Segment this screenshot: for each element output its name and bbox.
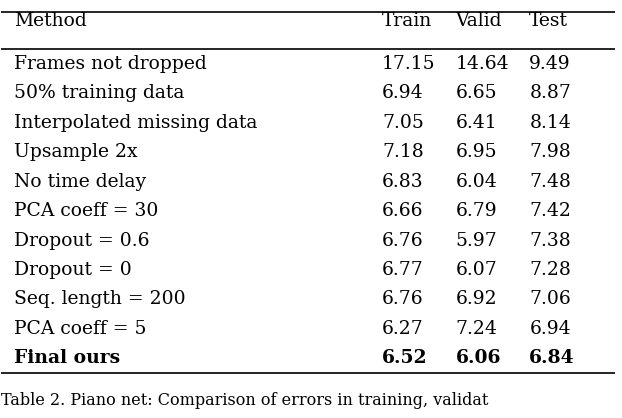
Text: 7.98: 7.98 [529, 143, 571, 161]
Text: 17.15: 17.15 [382, 55, 435, 73]
Text: 6.79: 6.79 [456, 202, 498, 220]
Text: 6.52: 6.52 [382, 349, 427, 367]
Text: 6.94: 6.94 [529, 320, 571, 338]
Text: 6.77: 6.77 [382, 261, 424, 279]
Text: 6.76: 6.76 [382, 291, 424, 308]
Text: 8.14: 8.14 [529, 114, 571, 132]
Text: 6.07: 6.07 [456, 261, 498, 279]
Text: 6.06: 6.06 [456, 349, 501, 367]
Text: Dropout = 0: Dropout = 0 [14, 261, 131, 279]
Text: Dropout = 0.6: Dropout = 0.6 [14, 232, 149, 250]
Text: 6.76: 6.76 [382, 232, 424, 250]
Text: Table 2. Piano net: Comparison of errors in training, validat: Table 2. Piano net: Comparison of errors… [1, 392, 489, 409]
Text: 6.65: 6.65 [456, 84, 498, 102]
Text: Frames not dropped: Frames not dropped [14, 55, 207, 73]
Text: PCA coeff = 5: PCA coeff = 5 [14, 320, 146, 338]
Text: 7.38: 7.38 [529, 232, 571, 250]
Text: PCA coeff = 30: PCA coeff = 30 [14, 202, 158, 220]
Text: Test: Test [529, 13, 569, 31]
Text: Method: Method [14, 13, 86, 31]
Text: 5.97: 5.97 [456, 232, 498, 250]
Text: 6.04: 6.04 [456, 173, 498, 191]
Text: 7.05: 7.05 [382, 114, 424, 132]
Text: 6.27: 6.27 [382, 320, 424, 338]
Text: Upsample 2x: Upsample 2x [14, 143, 137, 161]
Text: Seq. length = 200: Seq. length = 200 [14, 291, 185, 308]
Text: 7.06: 7.06 [529, 291, 571, 308]
Text: 6.92: 6.92 [456, 291, 498, 308]
Text: 6.94: 6.94 [382, 84, 424, 102]
Text: 6.83: 6.83 [382, 173, 424, 191]
Text: 7.42: 7.42 [529, 202, 571, 220]
Text: 6.95: 6.95 [456, 143, 498, 161]
Text: 7.48: 7.48 [529, 173, 571, 191]
Text: 9.49: 9.49 [529, 55, 571, 73]
Text: 14.64: 14.64 [456, 55, 509, 73]
Text: Valid: Valid [456, 13, 502, 31]
Text: 6.41: 6.41 [456, 114, 498, 132]
Text: 7.24: 7.24 [456, 320, 498, 338]
Text: Train: Train [382, 13, 432, 31]
Text: 7.28: 7.28 [529, 261, 571, 279]
Text: 7.18: 7.18 [382, 143, 424, 161]
Text: Interpolated missing data: Interpolated missing data [14, 114, 257, 132]
Text: 6.84: 6.84 [529, 349, 575, 367]
Text: Final ours: Final ours [14, 349, 120, 367]
Text: 50% training data: 50% training data [14, 84, 184, 102]
Text: 6.66: 6.66 [382, 202, 424, 220]
Text: 8.87: 8.87 [529, 84, 571, 102]
Text: No time delay: No time delay [14, 173, 146, 191]
